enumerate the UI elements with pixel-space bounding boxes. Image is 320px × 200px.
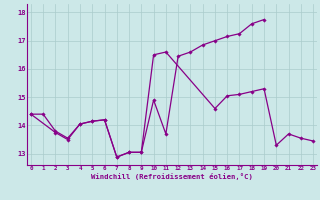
X-axis label: Windchill (Refroidissement éolien,°C): Windchill (Refroidissement éolien,°C) xyxy=(91,172,253,180)
